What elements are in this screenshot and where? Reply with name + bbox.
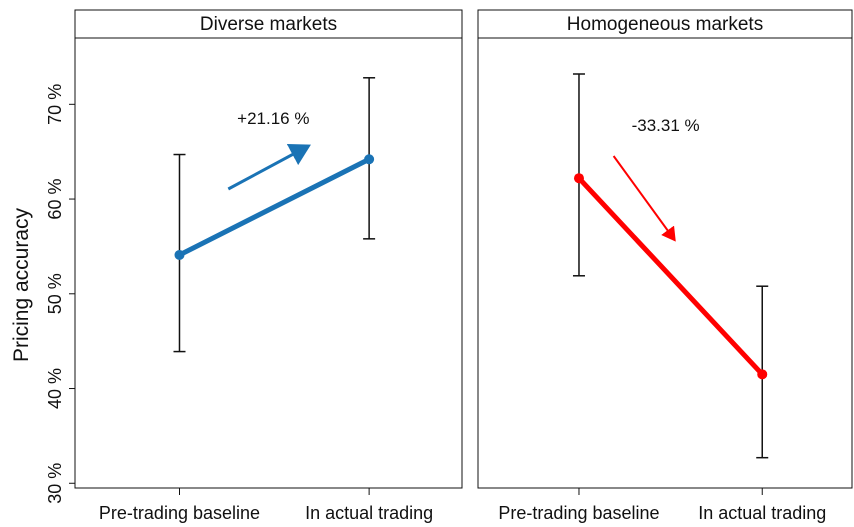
series-line [176,156,372,258]
y-tick-label: 60 % [45,179,65,220]
data-point [364,154,375,165]
y-tick-label: 70 % [45,84,65,125]
x-tick-label: Pre-trading baseline [498,503,659,523]
plot-frame [477,37,853,489]
panel-title: Homogeneous markets [567,14,763,35]
x-tick-label: In actual trading [305,503,433,523]
plot-frame [74,37,463,489]
data-point [573,173,584,184]
panel-header [74,9,463,39]
y-tick-label: 30 % [45,463,65,504]
x-tick-label: Pre-trading baseline [99,503,260,523]
x-tick-label: In actual trading [698,503,826,523]
y-tick-label: 50 % [45,273,65,314]
series-line [576,175,765,377]
panel-title: Diverse markets [200,14,337,35]
annotation-label: +21.16 % [237,109,309,128]
annotation-label: -33.31 % [632,116,700,135]
panel-homogeneous: Homogeneous markets Pre-trading baseline I… [477,9,853,523]
data-point [757,369,768,380]
y-tick-label: 40 % [45,368,65,409]
annotation-arrow [227,143,311,191]
data-point [174,249,185,260]
y-axis-title: Pricing accuracy [10,207,33,362]
annotation-arrow [612,155,676,242]
panel-diverse: Diverse markets Pre-trading baseline In ac… [74,9,463,523]
